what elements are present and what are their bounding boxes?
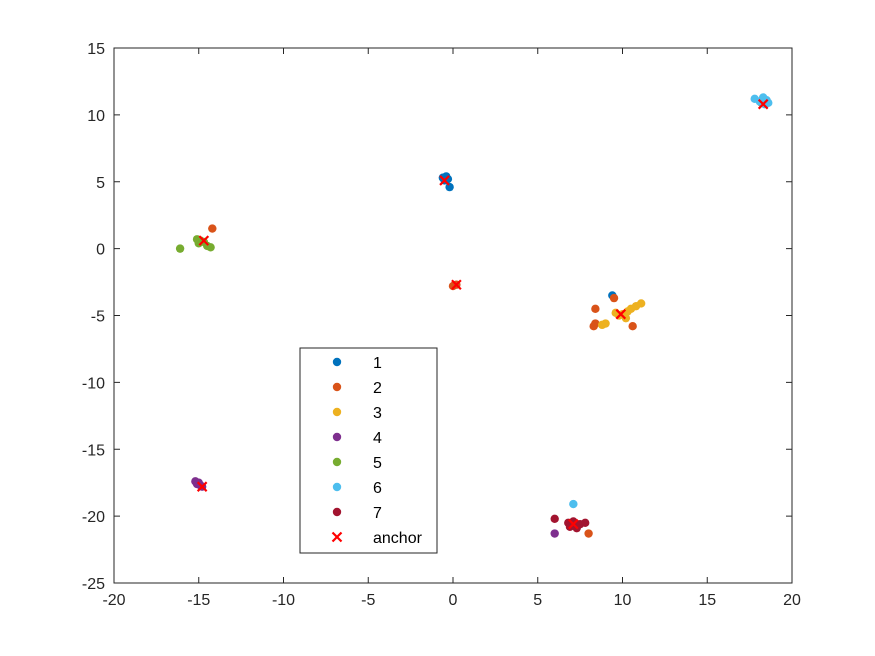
- series-6: [569, 93, 773, 509]
- data-point: [628, 322, 637, 331]
- legend-marker: [332, 482, 342, 492]
- legend-item: 3: [332, 405, 382, 422]
- legend-label: 5: [373, 455, 382, 472]
- data-point: [591, 304, 600, 314]
- legend-marker: [332, 457, 342, 467]
- legend-box: [299, 347, 438, 554]
- anchor-marker: [757, 98, 769, 110]
- plot-border: [113, 47, 793, 584]
- x-tick-label: 10: [614, 592, 632, 609]
- y-tick-label: -10: [82, 375, 105, 392]
- data-point: [175, 244, 185, 253]
- y-tick-label: 10: [87, 108, 105, 125]
- legend-item: 4: [332, 430, 382, 447]
- legend-label: anchor: [373, 530, 423, 547]
- legend-item: 1: [332, 355, 382, 372]
- data-point: [550, 514, 559, 523]
- x-tick-label: -20: [102, 592, 125, 609]
- data-point: [581, 518, 590, 528]
- anchor-marker: [439, 175, 450, 186]
- legend-marker: [331, 531, 343, 543]
- data-point: [208, 224, 217, 233]
- x-tick-label: 15: [698, 592, 716, 609]
- data-points: [175, 93, 773, 538]
- data-point: [550, 529, 559, 538]
- legend-label: 3: [373, 405, 382, 422]
- legend-item: 5: [332, 455, 382, 472]
- series-3: [597, 299, 646, 330]
- x-tick-label: 0: [449, 592, 458, 609]
- legend-marker: [332, 432, 342, 442]
- data-point: [601, 319, 610, 328]
- y-tick-label: -20: [82, 509, 105, 526]
- legend-item: 6: [332, 480, 382, 497]
- anchor-marker: [198, 235, 210, 246]
- legend-label: 1: [373, 355, 382, 372]
- data-point: [569, 499, 578, 509]
- legend-item: anchor: [331, 530, 423, 547]
- legend-marker: [332, 407, 342, 417]
- x-tick-label: -15: [187, 592, 210, 609]
- legend-label: 6: [373, 480, 382, 497]
- y-tick-label: -5: [91, 309, 105, 326]
- anchor-marker: [615, 308, 627, 320]
- y-tick-label: 0: [96, 242, 105, 259]
- data-point: [589, 322, 598, 331]
- legend: 1 2 3 4 5 6 7 anchor: [299, 347, 438, 554]
- data-point: [206, 243, 215, 252]
- legend-marker: [332, 507, 342, 517]
- y-tick-label: -25: [82, 576, 105, 593]
- x-tick-label: -5: [361, 592, 375, 609]
- legend-item: 2: [332, 380, 382, 397]
- data-point: [445, 182, 454, 192]
- x-tick-label: 5: [533, 592, 542, 609]
- data-point: [636, 299, 646, 308]
- y-tick-label: 15: [87, 41, 105, 58]
- data-point: [760, 99, 770, 109]
- y-tick-label: -15: [82, 442, 105, 459]
- anchor-marker: [451, 279, 462, 291]
- legend-label: 2: [373, 380, 382, 397]
- legend-marker: [332, 382, 342, 392]
- data-point: [584, 529, 593, 538]
- legend-marker: [332, 357, 342, 367]
- plot-area: [114, 48, 792, 583]
- x-tick-label: -10: [272, 592, 295, 609]
- legend-label: 4: [373, 430, 382, 447]
- y-tick-label: 5: [96, 175, 105, 192]
- data-point: [609, 293, 619, 303]
- series-anchor: [196, 98, 769, 530]
- legend-label: 7: [373, 505, 382, 522]
- anchor-marker: [568, 518, 579, 530]
- legend-item: 7: [332, 505, 382, 522]
- x-tick-label: 20: [783, 592, 801, 609]
- anchor-marker: [196, 481, 208, 492]
